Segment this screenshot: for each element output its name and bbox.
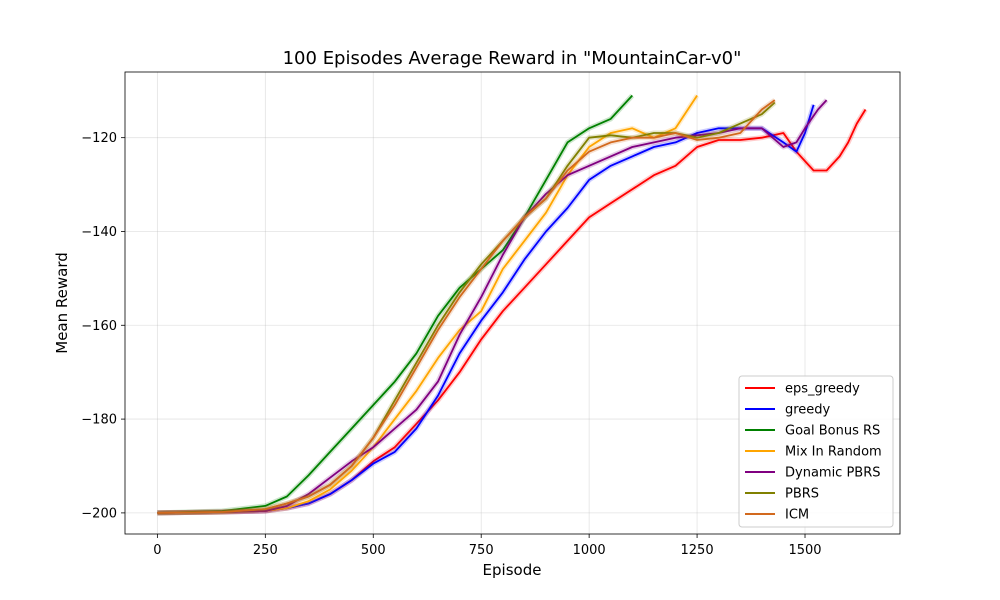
x-tick-label: 250: [253, 543, 278, 558]
legend-label-icm: ICM: [785, 508, 809, 523]
series-band-mix-in-random: [157, 94, 700, 516]
series-line-goal-bonus-rs: [157, 94, 633, 514]
legend-label-mix-in-random: Mix In Random: [785, 445, 882, 460]
x-tick-label: 750: [469, 543, 494, 558]
axis-ticks: 0 250 500 750 1000 1250 1500 −200 −180 −160 −140 −1…: [81, 131, 821, 558]
chart-title: 100 Episodes Average Reward in "Mountain…: [283, 48, 742, 69]
plot-frame: [124, 71, 901, 535]
series-line-mix-in-random: [157, 95, 698, 514]
x-tick-label: 1500: [788, 543, 821, 558]
y-tick-label: −120: [81, 131, 117, 146]
legend-label-dynamic-pbrs: Dynamic PBRS: [785, 466, 881, 481]
x-tick-label: 500: [361, 543, 386, 558]
y-axis-label: Mean Reward: [53, 252, 71, 354]
legend-label-goal-bonus-rs: Goal Bonus RS: [785, 424, 880, 439]
legend-label-eps-greedy: eps_greedy: [785, 382, 860, 397]
y-tick-label: −200: [81, 506, 117, 521]
x-tick-label: 1000: [573, 543, 606, 558]
x-tick-label: 1250: [681, 543, 714, 558]
series-band-pbrs: [157, 100, 777, 516]
series-line-greedy: [157, 104, 815, 514]
legend-box: [738, 375, 894, 528]
x-tick-label: 0: [153, 543, 161, 558]
series-line-dynamic-pbrs: [157, 99, 828, 514]
x-axis-label: Episode: [483, 561, 542, 579]
y-tick-label: −140: [81, 225, 117, 240]
series-band-greedy: [157, 104, 816, 516]
series-line-icm: [157, 99, 776, 514]
y-tick-label: −160: [81, 319, 117, 334]
legend-label-pbrs: PBRS: [785, 487, 819, 502]
series-line-pbrs: [157, 101, 776, 514]
series-lines: [157, 93, 868, 516]
y-tick-label: −180: [81, 413, 117, 428]
legend-label-greedy: greedy: [785, 403, 831, 418]
